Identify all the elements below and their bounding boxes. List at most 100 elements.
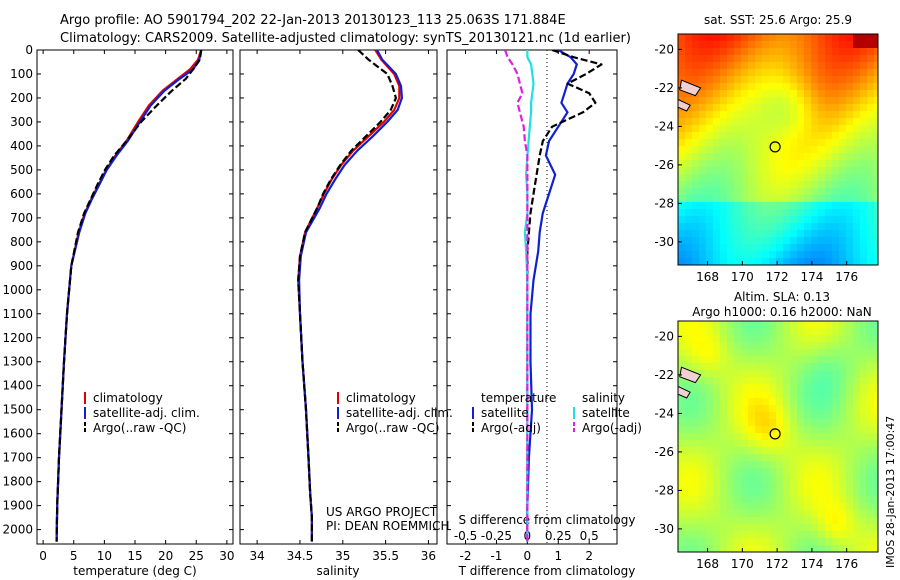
map-cell — [678, 538, 686, 546]
map-cell — [874, 223, 878, 231]
map-cell — [755, 258, 763, 265]
map-cell — [832, 461, 840, 469]
map-cell — [867, 328, 875, 336]
map-cell — [755, 181, 763, 189]
map-cell — [699, 496, 707, 504]
map-cell — [776, 90, 784, 98]
map-cell — [797, 335, 805, 343]
map-cell — [860, 405, 868, 413]
map-cell — [790, 181, 798, 189]
map-cell — [874, 475, 878, 483]
map-cell — [804, 69, 812, 77]
map-cell — [762, 370, 770, 378]
map-cell — [804, 34, 812, 42]
map-cell — [720, 454, 728, 462]
map-cell — [853, 90, 861, 98]
map-cell — [846, 153, 854, 161]
map-cell — [832, 118, 840, 126]
map-cell — [727, 391, 735, 399]
map-cell — [692, 167, 700, 175]
map-cell — [678, 181, 686, 189]
map-cell — [818, 34, 826, 42]
map-cell — [797, 370, 805, 378]
map-cell — [755, 104, 763, 112]
map-cell — [720, 531, 728, 539]
map-cell — [755, 174, 763, 182]
map-cell — [678, 76, 686, 84]
map-cell — [811, 482, 819, 490]
map-cell — [783, 34, 791, 42]
map-cell — [867, 111, 875, 119]
map-cell — [874, 398, 878, 406]
map-cell — [706, 118, 714, 126]
map-cell — [762, 391, 770, 399]
sst-map-frame — [677, 33, 879, 266]
map-cell — [692, 258, 700, 265]
map-cell — [783, 321, 791, 329]
map-cell — [839, 412, 847, 420]
map-cell — [860, 62, 868, 70]
map-cell — [699, 335, 707, 343]
map-cell — [678, 447, 686, 455]
map-cell — [797, 111, 805, 119]
map-cell — [811, 90, 819, 98]
map-cell — [853, 405, 861, 413]
map-cell — [825, 55, 833, 63]
map-cell — [741, 111, 749, 119]
map-cell — [762, 209, 770, 217]
map-cell — [825, 41, 833, 49]
map-cell — [720, 237, 728, 245]
map-cell — [874, 447, 878, 455]
map-cell — [783, 475, 791, 483]
map-cell — [811, 510, 819, 518]
map-cell — [853, 419, 861, 427]
map-cell — [839, 405, 847, 413]
map-cell — [874, 118, 878, 126]
map-cell — [685, 496, 693, 504]
map-cell — [839, 181, 847, 189]
map-cell — [755, 377, 763, 385]
map-cell — [748, 342, 756, 350]
s-tick-label: -0.5 — [454, 529, 477, 543]
map-cell — [818, 146, 826, 154]
map-cell — [860, 468, 868, 476]
map-cell — [853, 433, 861, 441]
map-cell — [769, 391, 777, 399]
map-cell — [860, 426, 868, 434]
map-cell — [699, 510, 707, 518]
map-cell — [790, 160, 798, 168]
map-cell — [692, 447, 700, 455]
map-cell — [734, 342, 742, 350]
map-cell — [867, 510, 875, 518]
map-cell — [762, 321, 770, 329]
map-cell — [874, 237, 878, 245]
map-cell — [776, 160, 784, 168]
map-cell — [706, 356, 714, 364]
map-y-tick-label: -28 — [654, 196, 674, 210]
y-tick-label: 0 — [25, 43, 33, 57]
map-cell — [825, 538, 833, 546]
map-cell — [853, 342, 861, 350]
map-cell — [748, 426, 756, 434]
map-cell — [734, 195, 742, 203]
map-cell — [797, 76, 805, 84]
map-cell — [769, 132, 777, 140]
map-cell — [832, 510, 840, 518]
map-cell — [867, 461, 875, 469]
map-cell — [811, 251, 819, 259]
map-cell — [769, 363, 777, 371]
y-tick-label: 600 — [10, 187, 33, 201]
map-cell — [853, 363, 861, 371]
map-cell — [797, 69, 805, 77]
map-cell — [853, 328, 861, 336]
map-cell — [769, 244, 777, 252]
map-cell — [804, 384, 812, 392]
map-cell — [685, 510, 693, 518]
map-cell — [685, 69, 693, 77]
map-cell — [727, 335, 735, 343]
map-cell — [818, 174, 826, 182]
map-cell — [713, 188, 721, 196]
map-y-tick-label: -28 — [654, 483, 674, 497]
map-cell — [776, 377, 784, 385]
map-cell — [692, 349, 700, 357]
